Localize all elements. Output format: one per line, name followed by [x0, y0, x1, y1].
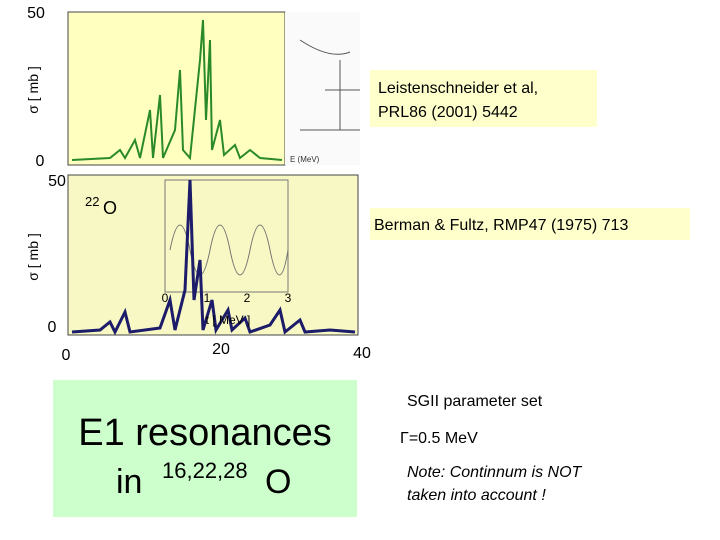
inset-tick-label: 1 — [204, 291, 211, 305]
title-symbol: O — [265, 463, 291, 501]
annotation: Berman & Fultz, RMP47 (1975) 713 — [374, 217, 628, 234]
spectrum-curve — [71, 179, 356, 336]
nucleus-mass: 22 — [85, 194, 99, 209]
scan-lines — [299, 39, 360, 131]
inset-axis-label: t [ MeV ] — [206, 313, 251, 327]
inset-curve — [169, 224, 289, 276]
title-prefix: in — [116, 463, 142, 501]
x-tick-label: 0 — [62, 347, 71, 364]
x-tick-label: 20 — [212, 341, 230, 358]
note: Γ=0.5 MeV — [400, 430, 478, 447]
note: SGII parameter set — [407, 393, 543, 410]
inset-tick-label: 2 — [244, 291, 251, 305]
y-axis-label: σ [ mb ] — [25, 66, 41, 114]
inset-tick-label: 0 — [162, 291, 169, 305]
spectrum-curve — [71, 19, 283, 161]
note: taken into account ! — [407, 487, 546, 504]
x-tick-label: 40 — [353, 345, 371, 362]
y-tick-label: 0 — [36, 153, 45, 170]
scan-label: E (MeV) — [290, 155, 320, 164]
annotation: Leistenschneider et al, — [378, 80, 538, 97]
scan-fragment — [285, 12, 360, 165]
nucleus-symbol: O — [103, 198, 117, 218]
title: E1 resonances — [78, 412, 332, 454]
note: Note: Continnum is NOT — [407, 464, 583, 481]
annotation: PRL86 (2001) 5442 — [378, 104, 518, 121]
y-tick-label: 50 — [48, 173, 66, 190]
annotation-box — [370, 70, 597, 127]
title-box — [53, 380, 357, 517]
inset-tick-label: 3 — [285, 291, 292, 305]
y-axis-label: σ [ mb ] — [25, 233, 41, 281]
panel-1-frame — [67, 11, 286, 166]
y-tick-label: 0 — [48, 319, 57, 336]
inset-frame — [164, 179, 289, 293]
annotation-box — [370, 208, 690, 240]
y-tick-label: 50 — [27, 5, 45, 22]
title-masses: 16,22,28 — [162, 458, 248, 483]
